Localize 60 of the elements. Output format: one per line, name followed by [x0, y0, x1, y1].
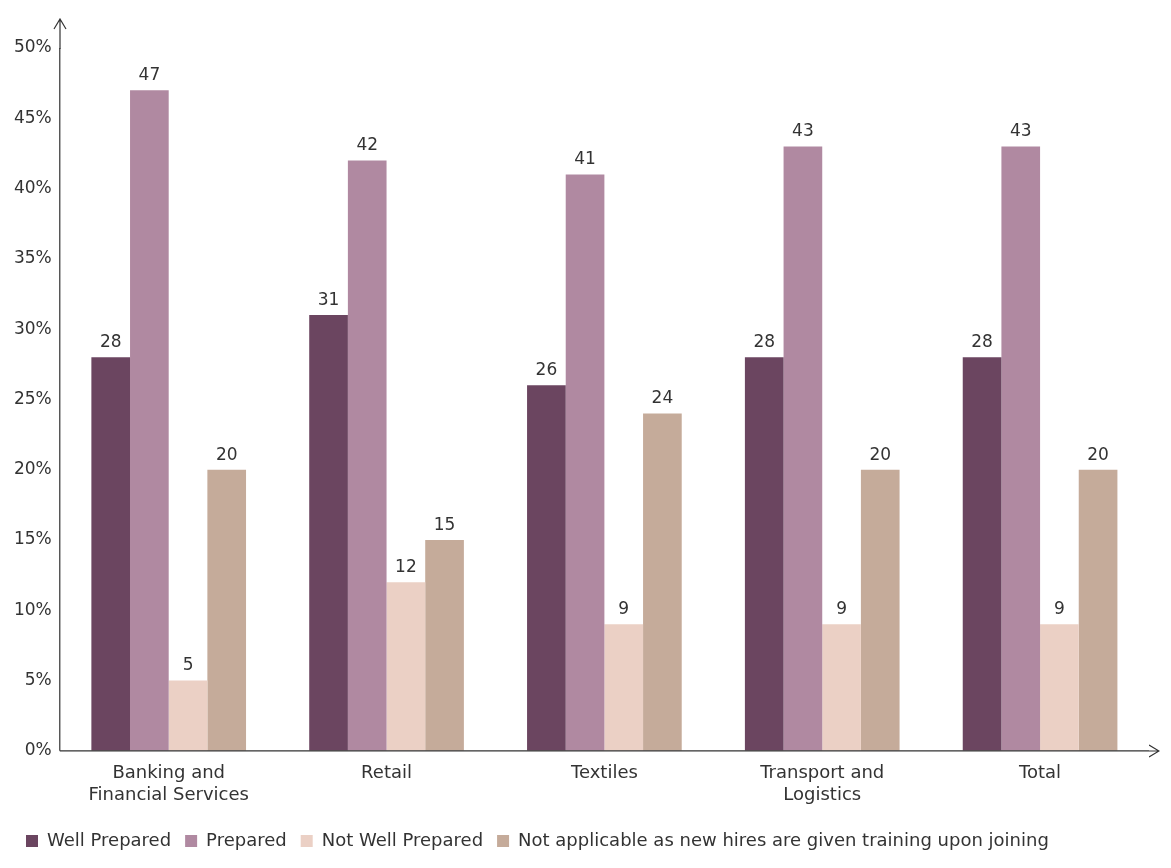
bar [565, 174, 605, 751]
x-tick-label: Transport and Logistics [759, 761, 885, 804]
y-tick-label: 20% [13, 458, 52, 479]
bar [822, 624, 861, 751]
data-label: 15 [433, 513, 456, 534]
y-tick-label: 0% [24, 739, 52, 760]
bar [130, 90, 169, 751]
data-label: 20 [215, 443, 238, 464]
bar [168, 680, 208, 751]
data-label: 31 [317, 288, 340, 309]
data-label: 9 [618, 598, 630, 619]
data-label: 47 [138, 64, 161, 85]
data-label: 42 [356, 134, 379, 155]
y-tick-label: 40% [13, 176, 52, 197]
bar [962, 357, 1002, 751]
data-label: 28 [753, 331, 776, 352]
bar [91, 357, 131, 751]
data-label: 41 [574, 148, 596, 169]
y-tick-label: 50% [13, 36, 52, 57]
x-tick-label: Retail [361, 761, 412, 783]
data-label: 9 [1054, 598, 1065, 619]
data-label: 20 [1087, 443, 1109, 464]
x-tick-label: Banking and Financial Services [88, 761, 249, 804]
legend-label: Well Prepared [47, 828, 172, 850]
y-tick-label: 35% [13, 247, 52, 268]
y-tick-label: 30% [13, 317, 52, 338]
legend-label: Not applicable as new hires are given training upon joining [518, 828, 1049, 850]
bar [1001, 146, 1041, 751]
data-label: 20 [869, 443, 892, 464]
bar [527, 385, 566, 751]
bar [309, 315, 348, 751]
bar [643, 413, 682, 751]
legend-label: Prepared [206, 828, 287, 850]
bar [207, 469, 247, 751]
bar [425, 539, 464, 751]
y-tick-label: 25% [13, 387, 52, 408]
x-tick-label: Textiles [569, 761, 638, 783]
bar [604, 624, 644, 751]
y-tick-label: 45% [13, 106, 52, 127]
bar [386, 582, 426, 751]
bar [860, 469, 900, 751]
data-label: 9 [836, 598, 847, 619]
data-label: 43 [792, 120, 814, 141]
data-label: 28 [99, 331, 122, 352]
data-label: 26 [535, 359, 558, 380]
data-label: 12 [395, 556, 417, 577]
data-label: 5 [182, 654, 194, 675]
legend-label: Not Well Prepared [321, 828, 484, 850]
bar [744, 357, 784, 751]
y-tick-label: 5% [24, 668, 52, 689]
data-label: 24 [651, 387, 674, 408]
y-tick-label: 10% [13, 598, 52, 619]
bar [1040, 624, 1079, 751]
y-tick-label: 15% [13, 528, 52, 549]
x-tick-label: Total [1018, 761, 1062, 783]
data-label: 43 [1009, 120, 1032, 141]
bar [1078, 469, 1118, 751]
bar [783, 146, 823, 751]
data-label: 28 [971, 331, 993, 352]
bar [347, 160, 387, 751]
